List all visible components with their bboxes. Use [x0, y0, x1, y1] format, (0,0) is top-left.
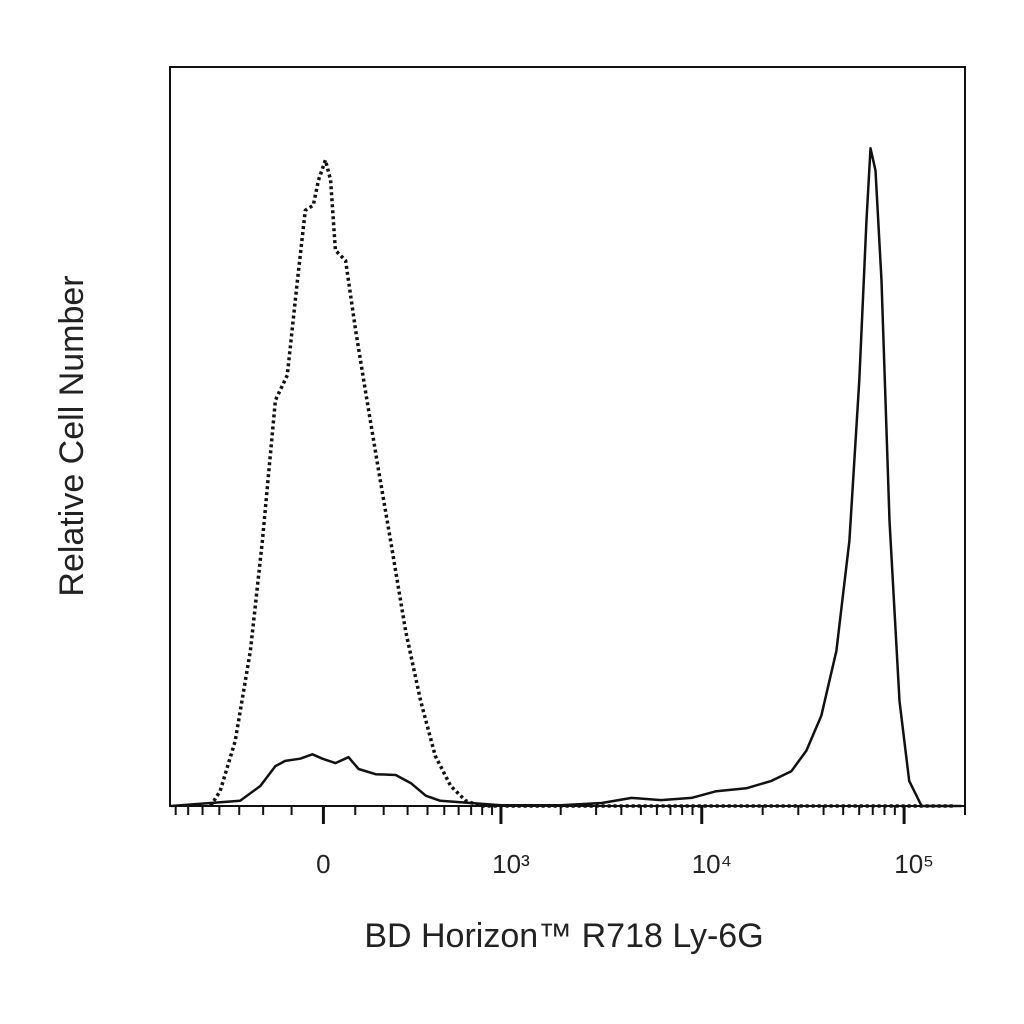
x-tick-label: 10⁴ — [692, 849, 732, 879]
x-axis-title: BD Horizon™ R718 Ly-6G — [364, 917, 763, 955]
x-tick-label: 10³ — [492, 849, 530, 879]
histogram-line — [209, 158, 956, 808]
x-tick-label: 0 — [316, 849, 330, 879]
y-axis-title: Relative Cell Number — [53, 275, 91, 596]
x-tick-label: 10⁵ — [894, 849, 934, 879]
plot-frame — [169, 66, 966, 807]
histogram-line — [171, 147, 962, 808]
